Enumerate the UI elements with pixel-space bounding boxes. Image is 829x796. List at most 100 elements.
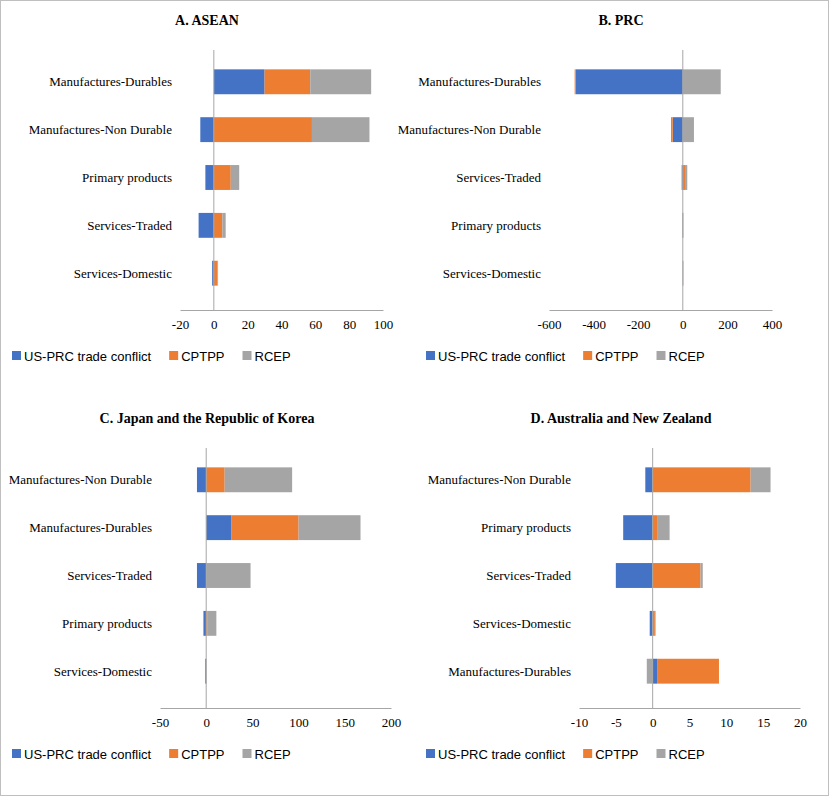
- bar: [206, 467, 224, 492]
- axis-line: [580, 708, 801, 709]
- category-axis-line: [206, 448, 207, 708]
- figure-border: [1, 1, 829, 796]
- category-label: Services-Traded: [87, 218, 172, 233]
- bar: [214, 69, 265, 94]
- bars: [575, 69, 721, 285]
- bar: [576, 69, 683, 94]
- bar: [657, 515, 670, 540]
- tick-label: -10: [571, 715, 588, 730]
- tick: 50: [246, 708, 259, 730]
- bar: [673, 117, 683, 142]
- tick: -200: [627, 310, 651, 332]
- tick-label: 80: [343, 317, 356, 332]
- tick: -50: [152, 708, 169, 730]
- legend-label: US-PRC trade conflict: [438, 747, 566, 762]
- legend-label: CPTPP: [181, 747, 224, 762]
- category-label: Manufactures-Non Durable: [398, 122, 542, 137]
- tick: 400: [763, 310, 783, 332]
- bars: [616, 467, 771, 683]
- tick: 10: [720, 708, 733, 730]
- category-label: Primary products: [451, 218, 541, 233]
- category-label: Services-Traded: [456, 170, 541, 185]
- bar: [671, 117, 673, 142]
- bar: [217, 261, 219, 286]
- category-label: Manufactures-Durables: [448, 664, 571, 679]
- tick-label: 50: [246, 715, 259, 730]
- panel-title: B. PRC: [598, 13, 643, 28]
- tick: 200: [718, 310, 738, 332]
- bar: [575, 69, 576, 94]
- tick: 20: [794, 708, 807, 730]
- bar: [214, 117, 312, 142]
- bar: [214, 165, 231, 190]
- legend-label: CPTPP: [595, 349, 638, 364]
- bar: [312, 117, 370, 142]
- tick-label: 20: [242, 317, 255, 332]
- panel-title: D. Australia and New Zealand: [531, 411, 712, 426]
- bar: [623, 515, 652, 540]
- category-label: Services-Domestic: [443, 266, 541, 281]
- category-label: Services-Domestic: [74, 266, 172, 281]
- category-axis-line: [682, 50, 683, 310]
- bar: [299, 515, 361, 540]
- bar: [685, 165, 687, 190]
- legend-label: US-PRC trade conflict: [24, 349, 152, 364]
- tick-label: -20: [172, 317, 189, 332]
- tick-label: 150: [336, 715, 356, 730]
- tick-label: 15: [757, 715, 770, 730]
- tick-label: 20: [794, 715, 807, 730]
- bar: [653, 467, 751, 492]
- legend-item: CPTPP: [583, 349, 638, 364]
- panel: B. PRC Manufactures-Durables Manufactures-…: [398, 13, 783, 364]
- tick: 40: [276, 310, 289, 332]
- legend-item: US-PRC trade conflict: [426, 747, 566, 762]
- tick: -20: [172, 310, 189, 332]
- legend-label: RCEP: [669, 349, 705, 364]
- legend-item: CPTPP: [583, 747, 638, 762]
- bar: [657, 659, 719, 684]
- bar: [205, 165, 213, 190]
- tick: 100: [374, 310, 394, 332]
- tick-label: 200: [382, 715, 402, 730]
- bar: [231, 515, 298, 540]
- bar: [206, 515, 231, 540]
- bar: [222, 213, 225, 238]
- x-axis: -600-400-2000200400: [538, 310, 783, 332]
- legend-item: US-PRC trade conflict: [12, 747, 152, 762]
- category-label: Services-Traded: [67, 568, 152, 583]
- tick-label: -600: [538, 317, 562, 332]
- tick-label: 100: [289, 715, 309, 730]
- category-label: Manufactures-Durables: [418, 74, 541, 89]
- bar: [197, 563, 206, 588]
- category-label: Primary products: [82, 170, 172, 185]
- legend-label: CPTPP: [181, 349, 224, 364]
- legend-swatch: [583, 749, 592, 758]
- bar: [683, 69, 721, 94]
- legend-swatch: [12, 749, 21, 758]
- category-label: Manufactures-Non Durable: [428, 472, 572, 487]
- legend-item: RCEP: [243, 747, 291, 762]
- legend-label: RCEP: [669, 747, 705, 762]
- bar: [751, 467, 771, 492]
- legend-swatch: [657, 351, 666, 360]
- category-label: Manufactures-Non Durable: [29, 122, 173, 137]
- legend-swatch: [583, 351, 592, 360]
- bar: [647, 659, 653, 684]
- tick: 60: [309, 310, 322, 332]
- legend-swatch: [426, 351, 435, 360]
- bar: [654, 611, 656, 636]
- legend-item: CPTPP: [169, 349, 224, 364]
- panel: C. Japan and the Republic of KoreaManufa…: [9, 411, 402, 762]
- bar: [653, 659, 657, 684]
- bar: [310, 69, 371, 94]
- category-label: Services-Traded: [486, 568, 571, 583]
- tick-label: -50: [152, 715, 169, 730]
- bar: [653, 563, 701, 588]
- tick-label: 200: [718, 317, 738, 332]
- bar: [225, 467, 292, 492]
- legend-swatch: [657, 749, 666, 758]
- tick: 20: [242, 310, 255, 332]
- x-axis: -10-505101520: [571, 708, 807, 730]
- bar: [207, 611, 216, 636]
- tick-label: 400: [763, 317, 783, 332]
